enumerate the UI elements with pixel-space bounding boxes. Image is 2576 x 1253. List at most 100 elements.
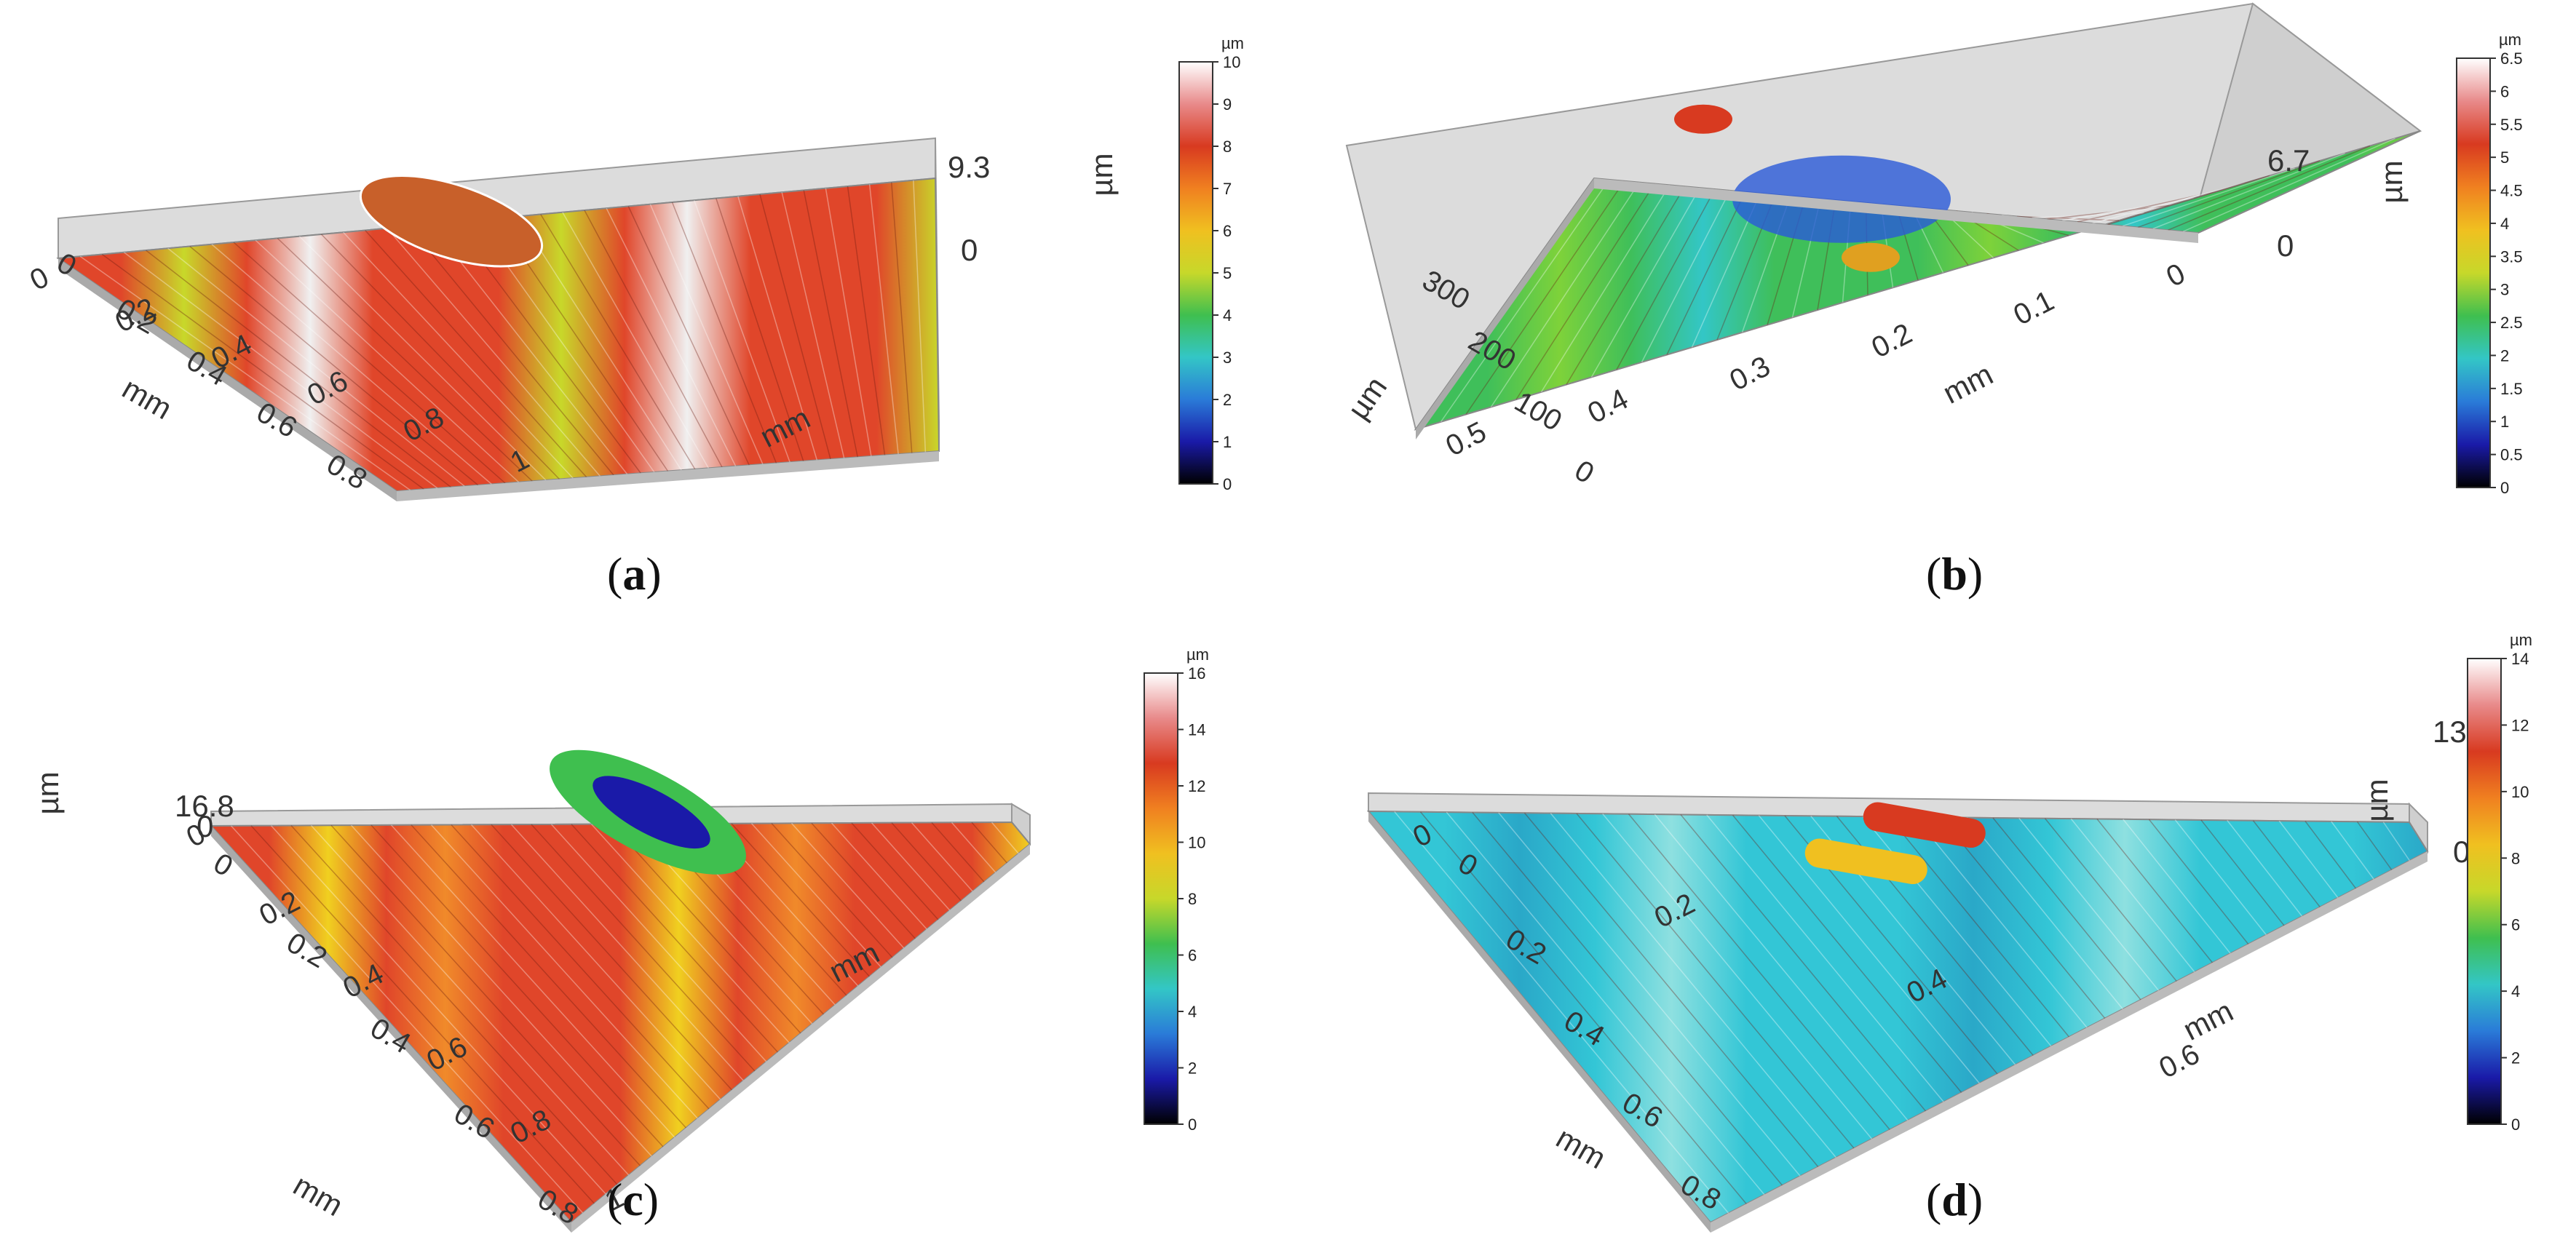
a-colorbar-tick-label: 9 [1223,95,1232,114]
a-z-tick-label: 0 [961,233,978,267]
a-colorbar-tick-label: 10 [1223,53,1240,71]
d-colorbar-tick-label: 10 [2511,783,2529,801]
c-y-tick-label: 0 [208,847,238,883]
caption-a: (a) [607,548,662,600]
b-z-tick-label: 0 [2277,228,2294,263]
a-colorbar: µm 0 1 2 3 4 5 6 7 8 9 10 [1178,34,1244,493]
panel-b-plot: 0.50.40.30.20.10mm0100200300µm6.70µmµm00… [1341,2,2523,497]
d-y-axis-label: mm [1550,1121,1612,1176]
d-colorbar-tick-label: 0 [2511,1115,2520,1134]
panel-a-plot: 00.20.40.60.81mm00.20.40.60.8mm9.30µmµm0… [25,34,1244,501]
c-colorbar-tick-label: 6 [1188,947,1197,965]
b-x-tick-label: 0.1 [2008,285,2059,331]
panel-c: 0 0.2 0.4 0.6 0.8 1 mm 0 0.2 0.4 0.6 0.8 mm 16.8 0 µm µm… [0,626,1288,1253]
b-colorbar-tick-label: 1 [2500,413,2509,431]
d-colorbar-tick-label: 4 [2511,982,2520,1001]
a-colorbar-tick-label: 4 [1223,306,1232,325]
b-colorbar-tick-label: 6 [2500,82,2509,100]
caption-b: (b) [1926,548,1983,600]
b-z-tick-label: 6.7 [2267,143,2310,178]
b-x-axis-label: mm [1938,357,1999,410]
d-ridge [1804,838,1927,885]
d-colorbar-tick-label: 8 [2511,849,2520,867]
a-right-edge [397,451,939,501]
b-x-tick-label: 0 [2161,258,2190,293]
c-colorbar-tick-label: 4 [1188,1003,1197,1021]
c-z-axis-label: µm [31,771,65,814]
b-x-tick-label: 0.3 [1724,350,1775,397]
b-y-axis-label: µm [1341,370,1393,425]
a-colorbar-tick-label: 6 [1223,222,1232,240]
b-z-axis: 6.7 0 µm [2267,143,2409,263]
a-colorbar-tick-label: 1 [1223,433,1232,451]
c-colorbar-tick-label: 12 [1188,777,1205,795]
d-colorbar: µm 0 2 4 6 8 10 12 14 [2467,631,2532,1134]
d-surface-texture [1394,811,2410,1214]
b-colorbar-tick-label: 0 [2500,479,2509,497]
b-y-tick-label: 0 [1569,454,1599,490]
b-colorbar-tick-label: 3.5 [2500,247,2523,266]
c-front-edge [211,826,571,1233]
b-peak [1674,104,1732,134]
c-surface-texture [230,822,1019,1214]
b-depression [1732,155,1951,243]
b-colorbar: µm 0 0.5 1 1.5 2 2.5 3 3.5 4 4.5 5 5.5 6 6.5 [2456,31,2523,497]
b-colorbar-tick-label: 6.5 [2500,49,2523,68]
c-y-axis-label: mm [288,1168,349,1223]
b-colorbar-tick-label: 5.5 [2500,116,2523,134]
b-z-axis-label: µm [2374,160,2409,203]
panel-c-plot: 00.20.40.60.81mm00.20.40.60.8mm16.80µmµm… [31,645,1209,1233]
c-z-tick-label: 16.8 [175,789,234,823]
a-z-tick-label: 9.3 [948,150,990,184]
d-colorbar-tick-label: 14 [2511,650,2529,668]
c-colorbar-tick-label: 2 [1188,1059,1197,1078]
a-colorbar-tick-label: 7 [1223,180,1232,198]
a-colorbar-tick-label: 3 [1223,349,1232,367]
b-colorbar-tick-label: 3 [2500,281,2509,299]
c-colorbar-tick-label: 0 [1188,1115,1197,1134]
a-colorbar-tick-label: 2 [1223,391,1232,409]
panel-a: 0 0.2 0.4 0.6 0.8 1 mm 0 0.2 0.4 0.6 0.8 mm 9.3 0 µm µm 0… [0,0,1288,626]
b-colorbar-tick-label: 5 [2500,148,2509,167]
panel-d-plot: 00.20.40.6mm00.20.40.60.8mm13.80µmµm0246… [1366,631,2532,1233]
b-colorbar-tick-label: 0.5 [2500,446,2523,464]
panel-d: 0 0.2 0.4 0.6 mm 0 0.2 0.4 0.6 0.8 mm 13.8 0 µm µm 0 2 4 6… [1288,626,2576,1253]
b-front-edge [1416,178,1594,439]
c-z-tick-label: 0 [197,809,213,843]
b-colorbar-tick-label: 4 [2500,215,2509,233]
b-colorbar-tick-label: 4.5 [2500,182,2523,200]
d-colorbar-tick-label: 2 [2511,1049,2520,1067]
panel-b: 0.5 0.4 0.3 0.2 0.1 0 mm 0 100 200 300 µm 6.7 0 µm µm 0 0… [1288,0,2576,626]
a-colorbar-scale [1178,61,1213,485]
c-surface [209,821,1031,1224]
caption-d: (d) [1926,1174,1983,1225]
a-colorbar-tick-label: 0 [1223,475,1232,493]
b-peak [1842,242,1900,272]
c-colorbar-tick-label: 16 [1188,664,1205,683]
b-colorbar-tick-label: 1.5 [2500,380,2523,398]
a-z-axis: 9.3 0 µm [948,150,1119,267]
b-colorbar-unit: µm [2499,31,2521,49]
d-colorbar-tick-label: 12 [2511,716,2529,734]
caption-c: (c) [607,1174,659,1225]
b-colorbar-tick-label: 2.5 [2500,314,2523,332]
d-colorbar-scale [2467,658,2502,1125]
b-colorbar-scale [2456,57,2491,488]
a-z-axis-label: µm [1085,153,1119,196]
c-colorbar: µm 0 2 4 6 8 10 12 14 16 [1144,645,1209,1134]
c-colorbar-unit: µm [1186,645,1209,664]
a-raised-feature [359,174,544,268]
d-front-edge [1368,811,1711,1233]
a-front-edge [58,258,397,501]
d-z-axis-label: µm [2360,779,2394,822]
c-crater-floor [593,776,710,849]
b-x-tick-label: 0.2 [1866,317,1917,364]
d-colorbar-unit: µm [2510,631,2532,649]
a-colorbar-tick-label: 5 [1223,264,1232,282]
a-colorbar-tick-label: 8 [1223,138,1232,156]
c-right-edge [571,844,1030,1233]
d-right-edge [1711,851,2428,1233]
a-x-tick-label: 0 [25,261,54,297]
a-y-axis-label: mm [116,371,178,426]
c-colorbar-scale [1144,672,1178,1125]
